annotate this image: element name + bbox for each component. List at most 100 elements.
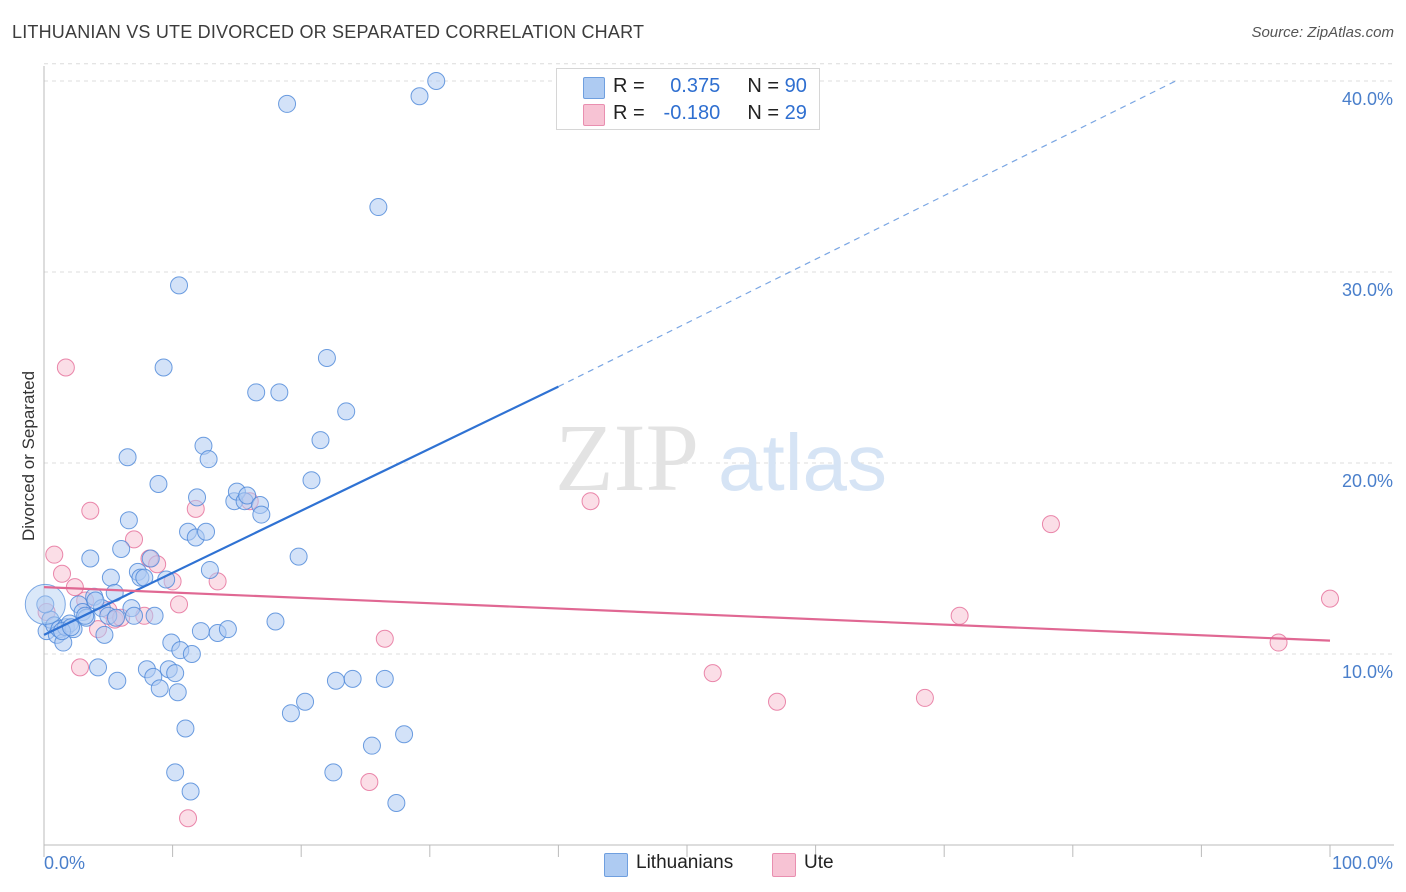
ute-point [179,809,198,828]
lithuanians-point [395,725,414,744]
watermark: ZIP atlas [555,404,887,511]
lithuanians-point [302,471,321,490]
ute-point [125,530,144,549]
x-tick-label-max: 100.0% [1332,853,1393,873]
lithuanians-point [326,671,345,690]
ute-trend-line [43,586,1331,642]
trend-lines [43,80,1331,642]
lithuanians-point [270,383,289,402]
lithuanians-point [199,450,218,469]
lithuanians-point [410,87,429,106]
lithuanians-trend-extension [558,80,1176,388]
lithuanians-point [296,692,315,711]
ute-point [768,692,787,711]
lithuanians-point [238,486,257,505]
lithuanians-point [369,198,388,217]
r-value: -0.180 [663,102,721,124]
legend-swatch-lithuanians [604,853,628,877]
lithuanians-series [24,72,446,812]
x-tick-label-min: 0.0% [44,853,85,873]
lithuanians-point [170,276,189,295]
swatch-ute [583,104,605,126]
lithuanians-point [112,539,131,558]
lithuanians-point [118,448,137,467]
ute-point [1041,515,1060,534]
y-axis-label: Divorced or Separated [19,371,38,541]
n-value: 29 [784,102,807,124]
swatch-lithuanians [583,77,605,99]
chart-title: LITHUANIAN VS UTE DIVORCED OR SEPARATED … [12,22,645,42]
lithuanians-point [278,94,297,113]
ute-point [915,688,934,707]
grid-lines [44,63,1394,655]
lithuanians-point [311,431,330,450]
lithuanians-point [107,608,126,627]
stats-legend: R = 0.375 N = 90 R = -0.180 N = 29 [556,68,820,130]
lithuanians-point [145,606,164,625]
r-value: 0.375 [670,75,721,97]
ute-point [56,358,75,377]
lithuanians-point [141,549,160,568]
lithuanians-point [362,736,381,755]
n-label: N = [747,102,780,124]
lithuanians-point [101,568,120,587]
ute-point [53,564,72,583]
lithuanians-point [36,595,55,614]
lithuanians-point [191,622,210,641]
lithuanians-point [200,560,219,579]
lithuanians-point [95,625,114,644]
ute-point [1321,589,1339,608]
y-tick-label: 10.0% [1342,662,1393,682]
watermark-zip: ZIP [555,404,699,511]
lithuanians-point [150,679,169,698]
legend-swatch-ute [772,853,796,877]
lithuanians-point [81,549,100,568]
lithuanians-point [337,402,356,421]
lithuanians-point [247,383,266,402]
lithuanians-point [176,719,195,738]
lithuanians-point [149,475,168,494]
lithuanians-point [317,348,336,367]
ute-point [170,595,189,614]
n-value: 90 [784,75,807,97]
source-label: Source: ZipAtlas.com [1251,24,1394,41]
lithuanians-point [166,763,185,782]
ute-point [81,501,100,520]
r-label: R = [613,102,645,124]
axes [43,66,1394,857]
lithuanians-point [218,620,237,639]
lithuanians-point [125,606,144,625]
n-label: N = [747,75,780,97]
lithuanians-trend-line [43,385,559,636]
ute-point [71,658,90,677]
lithuanians-point [119,511,138,530]
y-tick-label: 30.0% [1342,280,1393,300]
watermark-atlas: atlas [718,418,887,507]
lithuanians-point [289,547,308,566]
lithuanians-point [108,671,127,690]
ute-point [950,606,969,625]
ute-point [581,492,600,511]
lithuanians-point [181,782,200,801]
y-tick-label: 20.0% [1342,471,1393,491]
lithuanians-point [324,763,343,782]
lithuanians-point [375,669,394,688]
tick-labels: 10.0% 20.0% 30.0% 40.0% 0.0% 100.0% [44,89,1393,873]
ute-point [703,664,722,683]
ute-point [45,545,64,564]
lithuanians-point [266,612,285,631]
ute-point [360,772,379,791]
ute-point [1269,633,1288,652]
lithuanians-point [252,505,271,524]
y-tick-label: 40.0% [1342,89,1393,109]
lithuanians-point [281,704,300,723]
legend-label-lithuanians: Lithuanians [636,852,734,873]
ute-point [375,629,394,648]
lithuanians-point [166,664,185,683]
lithuanians-point [197,522,216,541]
lithuanians-point [188,488,207,507]
r-label: R = [613,75,645,97]
lithuanians-cluster-point [24,583,66,625]
lithuanians-point [427,72,446,90]
